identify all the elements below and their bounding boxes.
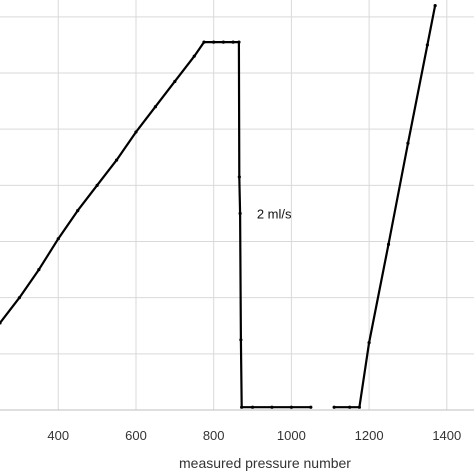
data-point [425, 43, 429, 47]
data-point [348, 405, 352, 409]
x-tick-label: 1200 [355, 428, 384, 443]
series-line [0, 40, 312, 409]
x-tick-label: 400 [47, 428, 69, 443]
data-point [221, 40, 226, 44]
data-point [153, 105, 158, 109]
data-point [239, 338, 243, 342]
data-point [212, 40, 216, 44]
data-point [202, 40, 206, 44]
data-point [238, 211, 242, 216]
data-point [231, 40, 235, 44]
data-point [134, 130, 138, 134]
data-point [367, 341, 371, 345]
data-point [95, 183, 99, 187]
x-tick-label: 800 [203, 428, 225, 443]
series-layer [0, 4, 437, 409]
x-tick-label: 600 [125, 428, 147, 443]
data-point [406, 141, 410, 145]
data-point [309, 405, 313, 409]
data-point [114, 158, 119, 162]
data-point [270, 405, 274, 409]
data-point [56, 237, 60, 241]
x-axis-title: measured pressure number [179, 455, 351, 471]
label-layer: 400 600 800 1000 1200 1400 2 ml/s [47, 206, 461, 443]
data-point [76, 209, 80, 213]
grid-layer [0, 0, 474, 410]
data-point [357, 405, 361, 409]
data-point [289, 405, 293, 409]
data-point [240, 405, 244, 409]
data-point [250, 405, 255, 409]
annotation-label: 2 ml/s [257, 206, 292, 221]
data-point [237, 175, 241, 179]
x-tick-label: 1000 [277, 428, 306, 443]
data-point [192, 54, 196, 58]
data-point [17, 296, 22, 300]
data-point [237, 40, 241, 44]
data-point [0, 321, 2, 325]
data-point [37, 267, 41, 272]
data-point [433, 4, 437, 8]
x-tick-label: 1400 [432, 428, 461, 443]
series-line [333, 4, 437, 409]
data-point [332, 405, 336, 409]
data-point [386, 242, 391, 246]
data-point [173, 79, 177, 84]
